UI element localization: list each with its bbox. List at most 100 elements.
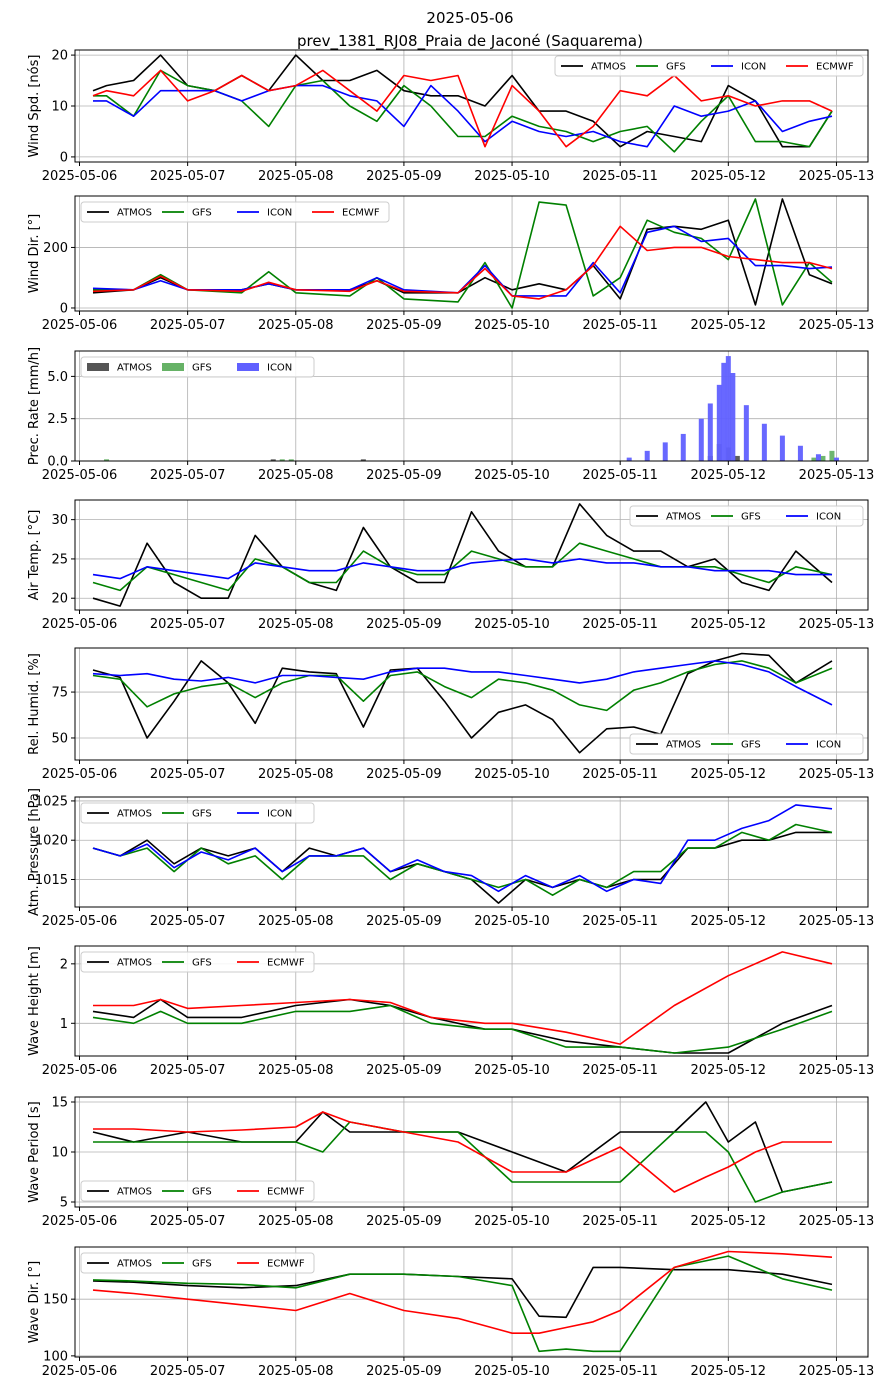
- x-tick-label: 2025-05-08: [258, 617, 334, 632]
- legend-label-icon: ICON: [267, 363, 292, 374]
- y-tick-label: 30: [51, 513, 68, 528]
- x-tick-label: 2025-05-11: [582, 1364, 658, 1379]
- bar-icon: [761, 423, 767, 461]
- x-tick-label: 2025-05-13: [799, 1364, 875, 1379]
- y-tick-label: 100: [43, 1349, 68, 1364]
- x-tick-label: 2025-05-11: [582, 767, 658, 782]
- bar-icon: [644, 450, 650, 461]
- y-axis-label: Prec. Rate [mm/h]: [27, 347, 42, 465]
- x-tick-label: 2025-05-11: [582, 169, 658, 184]
- bar-icon: [662, 442, 668, 461]
- x-tick-label: 2025-05-06: [42, 1063, 118, 1078]
- series-line-icon: [93, 84, 833, 148]
- legend-label-gfs: GFS: [192, 363, 212, 374]
- legend-label-gfs: GFS: [192, 1187, 212, 1198]
- bar-gfs: [829, 450, 835, 461]
- legend: ATMOS GFS ICON ECMWF: [554, 55, 864, 77]
- bar-icon: [698, 418, 704, 461]
- x-tick-label: 2025-05-11: [582, 1214, 658, 1229]
- legend-label-gfs: GFS: [741, 740, 761, 751]
- bar-icon: [797, 445, 803, 461]
- x-tick-label: 2025-05-06: [42, 1364, 118, 1379]
- x-tick-label: 2025-05-09: [366, 914, 442, 929]
- x-tick-label: 2025-05-09: [366, 1364, 442, 1379]
- x-tick-label: 2025-05-13: [799, 617, 875, 632]
- legend-label-atmos: ATMOS: [117, 363, 152, 374]
- panel-wind-dir: 2025-05-06 2025-05-07 2025-05-08 2025-05-09…: [27, 195, 874, 333]
- legend-label-gfs: GFS: [666, 62, 686, 73]
- x-tick-label: 2025-05-12: [691, 169, 767, 184]
- x-tick-label: 2025-05-09: [366, 169, 442, 184]
- axes-frame: [74, 647, 869, 761]
- y-tick-label: 20: [51, 49, 68, 64]
- x-tick-label: 2025-05-12: [691, 767, 767, 782]
- y-axis-label: Wind Dir. [°]: [27, 214, 42, 294]
- series-line-ecmwf: [92, 69, 833, 148]
- legend-label-atmos: ATMOS: [117, 809, 152, 820]
- x-tick-label: 2025-05-12: [691, 468, 767, 483]
- legend: ATMOS GFS ECMWF: [80, 951, 315, 973]
- legend-box: [629, 505, 864, 527]
- bar-icon: [707, 403, 713, 461]
- legend-label-ecmwf: ECMWF: [267, 1259, 305, 1270]
- x-tick-label: 2025-05-11: [582, 617, 658, 632]
- x-tick-label: 2025-05-10: [474, 767, 550, 782]
- legend-label-ecmwf: ECMWF: [267, 958, 305, 969]
- x-tick-label: 2025-05-12: [691, 318, 767, 333]
- y-tick-label: 50: [51, 731, 68, 746]
- bar-icon: [815, 454, 821, 461]
- series-line-atmos: [92, 1266, 833, 1319]
- x-tick-label: 2025-05-08: [258, 1063, 334, 1078]
- y-tick-label: 25: [51, 552, 68, 567]
- x-tick-label: 2025-05-10: [474, 914, 550, 929]
- legend-box: [80, 1180, 315, 1202]
- panel-atm-pressure-hpa: 2025-05-06 2025-05-07 2025-05-08 2025-05-09…: [27, 788, 874, 929]
- legend: ATMOS GFS ICON: [80, 802, 315, 824]
- y-tick-label: 200: [43, 241, 68, 256]
- legend: ATMOS GFS ICON: [629, 733, 864, 755]
- plot-area: [92, 198, 833, 309]
- bar-icon: [725, 356, 731, 461]
- x-tick-label: 2025-05-07: [150, 468, 226, 483]
- y-tick-label: 2.5: [47, 412, 68, 427]
- series-line-icon: [92, 660, 833, 706]
- legend-label-atmos: ATMOS: [666, 512, 701, 523]
- plot-area: [92, 54, 833, 153]
- plot-area: [92, 1101, 833, 1203]
- x-tick-label: 2025-05-08: [258, 318, 334, 333]
- x-tick-label: 2025-05-10: [474, 468, 550, 483]
- x-tick-label: 2025-05-06: [42, 1214, 118, 1229]
- x-tick-label: 2025-05-06: [42, 169, 118, 184]
- panel-wave-period-s: 2025-05-06 2025-05-07 2025-05-08 2025-05-09…: [27, 1096, 874, 1230]
- legend-label-gfs: GFS: [192, 208, 212, 219]
- x-tick-label: 2025-05-08: [258, 1214, 334, 1229]
- legend-swatch-gfs: [162, 363, 184, 371]
- series-line-gfs: [92, 1004, 833, 1054]
- y-axis-label: Wave Period [s]: [27, 1101, 42, 1202]
- legend-box: [80, 201, 390, 223]
- y-axis-label: Air Temp. [°C]: [27, 510, 42, 601]
- series-line-ecmwf: [93, 951, 833, 1045]
- series-line-icon: [92, 558, 832, 580]
- bar-icon: [730, 373, 736, 461]
- bar-icon: [779, 435, 785, 461]
- series-line-ecmwf: [93, 1111, 832, 1193]
- bar-gfs: [104, 459, 110, 461]
- x-tick-label: 2025-05-09: [366, 1214, 442, 1229]
- legend-label-ecmwf: ECMWF: [267, 1187, 305, 1198]
- bar-gfs: [288, 459, 294, 461]
- x-tick-label: 2025-05-13: [799, 169, 875, 184]
- y-tick-label: 10: [51, 1146, 68, 1161]
- axes-frame: [74, 350, 869, 462]
- legend: ATMOS GFS ICON: [629, 505, 864, 527]
- legend-label-atmos: ATMOS: [591, 62, 626, 73]
- panel-wave-dir: 2025-05-06 2025-05-07 2025-05-08 2025-05-09…: [27, 1246, 875, 1379]
- bar-atmos: [360, 459, 366, 461]
- panel-air-temp-c: 2025-05-06 2025-05-07 2025-05-08 2025-05-09…: [27, 499, 875, 632]
- x-tick-label: 2025-05-06: [42, 914, 118, 929]
- legend-label-ecmwf: ECMWF: [342, 208, 380, 219]
- x-tick-label: 2025-05-10: [474, 617, 550, 632]
- x-tick-label: 2025-05-08: [258, 169, 334, 184]
- y-tick-label: 10: [51, 100, 68, 115]
- legend: ATMOS GFS ECMWF: [80, 1180, 315, 1202]
